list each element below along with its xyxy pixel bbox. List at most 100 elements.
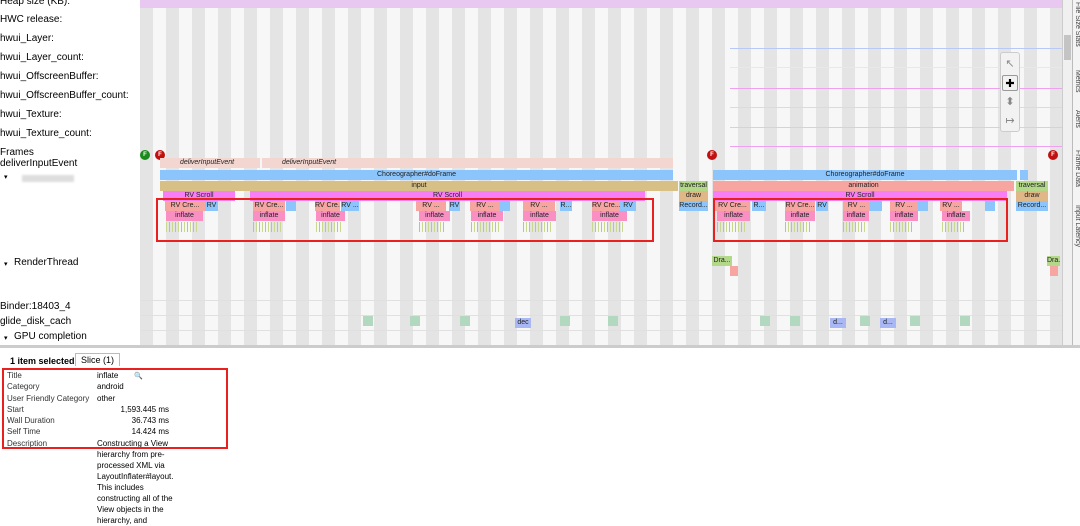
track-label[interactable]: hwui_Texture_count: xyxy=(0,128,92,139)
track-label[interactable]: RenderThread xyxy=(14,257,79,268)
rv-slice[interactable]: R... xyxy=(752,201,766,211)
rv-create-slice[interactable]: RV Cre... xyxy=(715,201,750,211)
rv-slice[interactable]: RV xyxy=(449,201,460,211)
pan-icon[interactable]: ✚ xyxy=(1002,75,1018,91)
rv-create-slice[interactable]: RV ... xyxy=(890,201,918,211)
rv-slice[interactable] xyxy=(985,201,995,211)
rv-create-slice[interactable]: RV Cre... xyxy=(165,201,205,211)
track-label[interactable]: hwui_Layer_count: xyxy=(0,52,84,63)
frame-marker[interactable]: F xyxy=(707,150,717,160)
glide-slice[interactable] xyxy=(790,316,800,326)
frame-marker[interactable]: F xyxy=(1048,150,1058,160)
slice[interactable]: RV Scroll xyxy=(250,191,645,201)
rv-slice[interactable] xyxy=(918,201,928,211)
expand-toggle[interactable]: ▾ xyxy=(4,335,8,342)
search-icon[interactable]: 🔍 xyxy=(132,373,144,380)
rv-create-slice[interactable]: RV ... xyxy=(940,201,962,211)
glide-slice[interactable] xyxy=(960,316,970,326)
rv-slice[interactable]: RV xyxy=(620,201,636,211)
rv-slice[interactable]: RV xyxy=(205,201,218,211)
glide-slice[interactable] xyxy=(460,316,470,326)
slice[interactable] xyxy=(1020,170,1028,180)
track-label[interactable]: hwui_OffscreenBuffer_count: xyxy=(0,90,129,101)
slice[interactable]: deliverInputEvent xyxy=(160,158,260,168)
glide-slice[interactable]: d... xyxy=(830,318,846,328)
slice[interactable]: Choreographer#doFrame xyxy=(160,170,673,180)
rv-create-slice[interactable]: RV Cre... xyxy=(253,201,285,211)
track-label[interactable]: hwui_Texture: xyxy=(0,109,62,120)
zoom-icon[interactable]: ⬍ xyxy=(1005,96,1015,108)
rv-create-slice[interactable]: RV ... xyxy=(843,201,870,211)
inflate-slice[interactable]: inflate xyxy=(592,211,627,221)
glide-slice[interactable]: d... xyxy=(880,318,896,328)
inflate-slice[interactable]: inflate xyxy=(785,211,815,221)
slice[interactable]: draw xyxy=(679,191,708,201)
slice[interactable]: traversal xyxy=(1016,181,1048,191)
inflate-slice[interactable]: inflate xyxy=(253,211,285,221)
track-label[interactable]: Heap size (KB): xyxy=(0,0,71,7)
side-tab[interactable]: Input Latency xyxy=(1074,205,1080,248)
pointer-icon[interactable]: ↖ xyxy=(1005,58,1015,70)
glide-slice[interactable] xyxy=(608,316,618,326)
glide-slice[interactable] xyxy=(760,316,770,326)
side-tab[interactable]: Metrics xyxy=(1074,70,1080,93)
inflate-slice[interactable]: inflate xyxy=(843,211,869,221)
frame-marker[interactable]: F xyxy=(140,150,150,160)
glide-slice[interactable]: dec xyxy=(515,318,531,328)
expand-toggle[interactable]: ▾ xyxy=(4,174,8,181)
slice[interactable]: Record... xyxy=(1016,201,1048,211)
glide-slice[interactable] xyxy=(363,316,373,326)
track-label[interactable]: HWC release: xyxy=(0,14,63,25)
rv-slice[interactable] xyxy=(870,201,882,211)
track-label[interactable]: Binder:18403_4 xyxy=(0,301,71,312)
timing-icon[interactable]: ↦ xyxy=(1005,115,1015,127)
glide-slice[interactable] xyxy=(860,316,870,326)
rv-slice[interactable]: RV xyxy=(816,201,828,211)
inflate-slice[interactable]: inflate xyxy=(523,211,556,221)
inflate-slice[interactable]: inflate xyxy=(419,211,450,221)
track-label[interactable]: glide_disk_cach xyxy=(0,316,72,327)
slice[interactable]: animation xyxy=(713,181,1014,191)
rv-create-slice[interactable]: RV Cre... xyxy=(592,201,620,211)
track-label[interactable]: Frames xyxy=(0,147,34,158)
expand-toggle[interactable]: ▾ xyxy=(4,261,8,268)
rv-create-slice[interactable]: RV Cre... xyxy=(785,201,815,211)
rv-slice[interactable] xyxy=(500,201,510,211)
rv-slice[interactable]: RV ... xyxy=(341,201,359,211)
rv-create-slice[interactable]: RV ... xyxy=(416,201,446,211)
inflate-slice[interactable]: inflate xyxy=(316,211,345,221)
slice[interactable]: draw xyxy=(1016,191,1048,201)
slice[interactable]: Choreographer#doFrame xyxy=(713,170,1017,180)
slice[interactable]: RV Scroll xyxy=(163,191,235,201)
glide-slice[interactable] xyxy=(910,316,920,326)
slice[interactable]: deliverInputEvent xyxy=(262,158,673,168)
slice[interactable]: traversal xyxy=(679,181,708,191)
slice[interactable] xyxy=(1050,266,1058,276)
rv-create-slice[interactable]: RV Cre... xyxy=(315,201,340,211)
rv-slice[interactable] xyxy=(286,201,296,211)
rv-create-slice[interactable]: RV ... xyxy=(523,201,555,211)
vertical-scrollbar[interactable] xyxy=(1062,0,1072,345)
rv-slice[interactable]: R... xyxy=(560,201,572,211)
slice[interactable] xyxy=(730,266,738,276)
side-tab[interactable]: File Size Stats xyxy=(1074,2,1080,47)
track-label[interactable]: deliverInputEvent xyxy=(0,158,78,169)
side-tab[interactable]: Frame Data xyxy=(1074,150,1080,187)
inflate-slice[interactable]: inflate xyxy=(166,211,203,221)
frame-marker[interactable]: F xyxy=(155,150,165,160)
track-label[interactable]: hwui_Layer: xyxy=(0,33,54,44)
renderthread-slice[interactable]: Dra... xyxy=(712,256,732,266)
glide-slice[interactable] xyxy=(410,316,420,326)
scrollbar-thumb[interactable] xyxy=(1064,35,1071,60)
inflate-slice[interactable]: inflate xyxy=(717,211,750,221)
inflate-slice[interactable]: inflate xyxy=(942,211,970,221)
glide-slice[interactable] xyxy=(560,316,570,326)
rv-create-slice[interactable]: RV ... xyxy=(470,201,500,211)
side-tab[interactable]: Alerts xyxy=(1074,110,1080,128)
slice[interactable]: input xyxy=(160,181,678,191)
inflate-slice[interactable]: inflate xyxy=(471,211,503,221)
tab-slice[interactable]: Slice (1) xyxy=(75,353,121,366)
track-label[interactable]: GPU completion xyxy=(14,331,87,342)
slice[interactable]: Record... xyxy=(679,201,708,211)
